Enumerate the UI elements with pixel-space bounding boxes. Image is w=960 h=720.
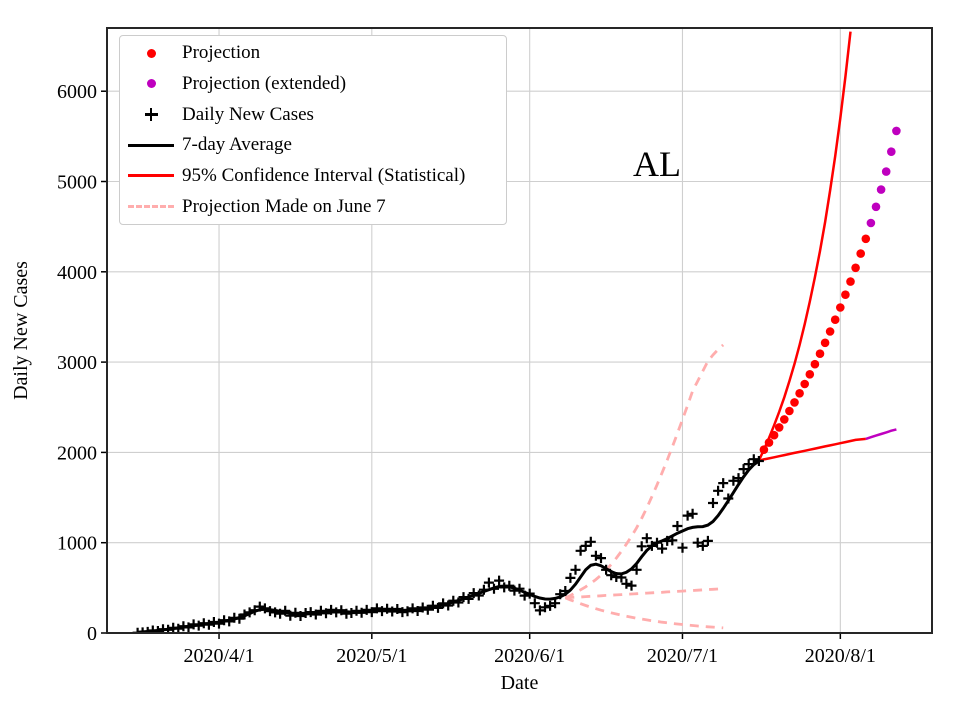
series-ci-upper xyxy=(757,31,852,462)
y-tick-label: 2000 xyxy=(57,442,97,464)
y-axis-label: Daily New Cases xyxy=(10,261,32,400)
legend-item-7day-average: 7-day Average xyxy=(120,131,506,159)
x-tick-label: 2020/8/1 xyxy=(805,645,876,667)
legend-item-projection: Projection xyxy=(120,39,506,67)
series-projection-extended xyxy=(866,126,901,228)
legend-label: Daily New Cases xyxy=(182,103,314,125)
series-june7-lower xyxy=(564,596,724,630)
chart-legend: Projection Projection (extended) Daily N… xyxy=(119,35,507,225)
series-daily-new-cases xyxy=(132,454,764,633)
x-axis-label: Date xyxy=(501,672,539,694)
series-ci-lower xyxy=(758,437,866,462)
legend-label: Projection Made on June 7 xyxy=(182,195,386,217)
series-projection xyxy=(759,234,871,455)
x-tick-label: 2020/5/1 xyxy=(336,645,407,667)
legend-label: 95% Confidence Interval (Statistical) xyxy=(182,164,466,186)
black-line-marker-icon xyxy=(128,143,174,147)
y-tick-label: 1000 xyxy=(57,533,97,555)
plot-frame xyxy=(106,27,933,634)
series-june7-upper xyxy=(564,343,725,600)
red-dot-marker-icon xyxy=(146,48,156,58)
magenta-dot-marker-icon xyxy=(146,79,156,89)
legend-label: Projection xyxy=(182,42,261,64)
legend-item-june7-projection: Projection Made on June 7 xyxy=(120,193,506,221)
legend-label: Projection (extended) xyxy=(182,72,347,94)
y-tick-label: 0 xyxy=(87,623,97,645)
series-ci-lower-extended xyxy=(865,428,897,441)
y-tick-label: 5000 xyxy=(57,172,97,194)
legend-item-confidence-interval: 95% Confidence Interval (Statistical) xyxy=(120,162,506,190)
plus-marker-icon xyxy=(144,108,158,122)
legend-item-projection-extended: Projection (extended) xyxy=(120,70,506,98)
state-label: AL xyxy=(633,144,681,184)
series-june7-mid xyxy=(565,587,724,600)
legend-label: 7-day Average xyxy=(182,134,292,156)
legend-item-daily-new-cases: Daily New Cases xyxy=(120,101,506,129)
x-tick-label: 2020/7/1 xyxy=(647,645,718,667)
x-tick-label: 2020/6/1 xyxy=(494,645,565,667)
pink-dashed-marker-icon xyxy=(128,205,174,209)
y-tick-label: 3000 xyxy=(57,352,97,374)
x-tick-label: 2020/4/1 xyxy=(183,645,254,667)
red-line-marker-icon xyxy=(128,174,174,178)
y-tick-label: 6000 xyxy=(57,81,97,103)
y-tick-label: 4000 xyxy=(57,262,97,284)
